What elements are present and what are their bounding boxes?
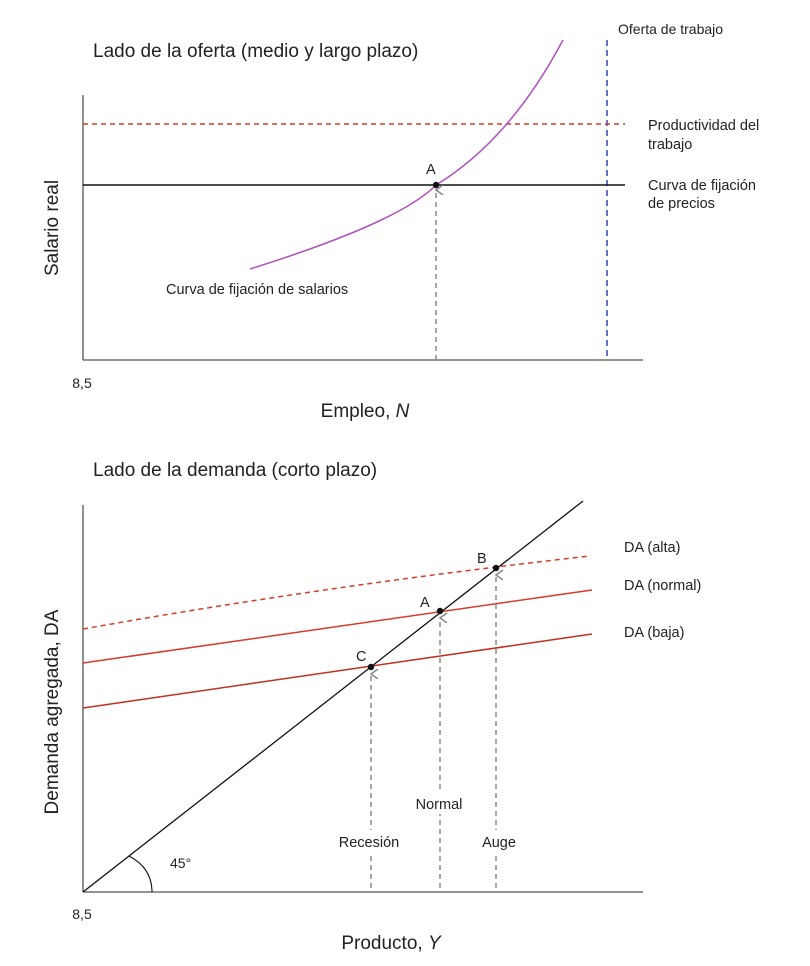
normal-label: Normal xyxy=(416,797,463,813)
demand-panel: Lado de la demanda (corto plazo) 45° DA … xyxy=(42,460,701,954)
point-c xyxy=(367,663,375,671)
price-setting-label-line2: de precios xyxy=(648,196,715,212)
supply-panel: Lado de la oferta (medio y largo plazo) … xyxy=(42,21,759,422)
wage-setting-curve xyxy=(249,39,564,270)
wage-setting-label: Curva de fijación de salarios xyxy=(166,282,348,298)
demand-y-axis-label: Demanda agregada, DA xyxy=(42,609,63,814)
point-c-label: C xyxy=(356,649,366,665)
da-normal-label: DA (normal) xyxy=(624,578,701,594)
supply-x-axis-label: Empleo, N xyxy=(321,401,410,422)
productivity-label-line2: trabajo xyxy=(648,137,692,153)
point-a-label: A xyxy=(420,595,430,611)
demand-x-axis-label-var: Y xyxy=(428,933,442,954)
forty-five-degree-line xyxy=(82,500,584,893)
demand-panel-title: Lado de la demanda (corto plazo) xyxy=(93,460,377,481)
point-b-label: B xyxy=(477,551,487,567)
da-high-line xyxy=(82,555,591,630)
recession-label: Recesión xyxy=(339,835,399,851)
supply-x-axis-label-var: N xyxy=(396,401,410,422)
da-low-label: DA (baja) xyxy=(624,625,684,641)
productivity-label-line1: Productividad del xyxy=(648,118,759,134)
point-a xyxy=(436,607,444,615)
supply-y-axis-label: Salario real xyxy=(42,180,63,276)
supply-point-a-label: A xyxy=(426,162,436,178)
supply-point-a xyxy=(432,181,440,189)
point-b xyxy=(492,564,500,572)
angle-arc xyxy=(128,855,153,893)
recession-label-bg xyxy=(336,830,406,852)
da-high-label: DA (alta) xyxy=(624,540,680,556)
demand-x-axis-label: Producto, Y xyxy=(341,933,442,954)
supply-origin-label: 8,5 xyxy=(72,375,92,391)
labor-supply-label: Oferta de trabajo xyxy=(618,21,723,37)
boom-label: Auge xyxy=(482,835,516,851)
boom-label-bg xyxy=(478,830,522,852)
supply-x-axis-label-text: Empleo, xyxy=(321,401,396,422)
da-low-line xyxy=(82,633,593,709)
supply-panel-title: Lado de la oferta (medio y largo plazo) xyxy=(93,41,418,62)
normal-label-bg xyxy=(410,792,470,814)
angle-label: 45° xyxy=(170,855,191,871)
price-setting-label-line1: Curva de fijación xyxy=(648,178,756,194)
demand-x-axis-label-text: Producto, xyxy=(341,933,428,954)
da-normal-line xyxy=(82,589,593,664)
demand-origin-label: 8,5 xyxy=(72,906,92,922)
